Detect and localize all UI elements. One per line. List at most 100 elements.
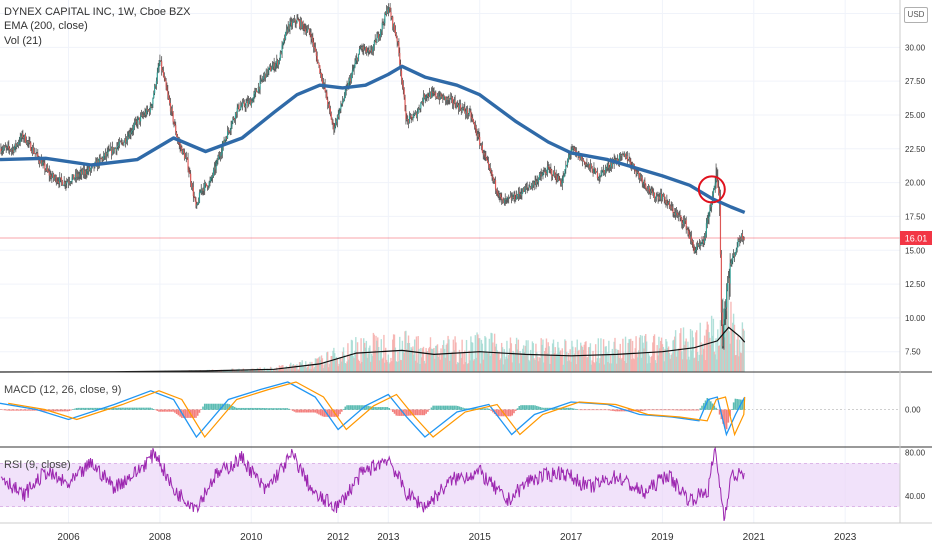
price-candle (559, 180, 561, 181)
macd-histogram-bar (458, 406, 461, 410)
price-candle (67, 181, 70, 183)
volume-bar (399, 359, 402, 372)
macd-histogram-bar (483, 408, 485, 410)
price-candle (283, 39, 285, 43)
volume-bar (735, 354, 737, 372)
volume-bar (677, 348, 679, 372)
macd-histogram-bar (351, 405, 354, 410)
price-candle (484, 152, 486, 157)
volume-bar (733, 324, 736, 372)
price-candle (549, 168, 551, 170)
macd-histogram-bar (495, 409, 498, 416)
macd-histogram-bar (254, 407, 257, 410)
volume-bar (704, 360, 707, 372)
volume-bar (434, 358, 436, 372)
volume-bar (478, 338, 481, 372)
price-candle (621, 154, 623, 157)
volume-ma-line (0, 326, 746, 373)
volume-bar (376, 340, 378, 372)
price-candle (669, 205, 671, 210)
price-candle (519, 194, 521, 195)
price-candle (487, 161, 490, 165)
macd-legend[interactable]: MACD (12, 26, close, 9) (4, 384, 122, 396)
macd-histogram-bar (655, 409, 658, 411)
volume-bar (602, 339, 605, 372)
volume-bar (248, 370, 251, 372)
macd-histogram-bar (15, 409, 18, 411)
rsi-legend[interactable]: RSI (9, close) (4, 459, 71, 471)
price-candle (517, 191, 519, 197)
macd-histogram-bar (124, 407, 127, 410)
price-candle (597, 177, 599, 179)
macd-histogram-bar (486, 408, 489, 410)
price-candle (230, 126, 232, 130)
macd-histogram-bar (66, 409, 69, 412)
price-candle (472, 117, 474, 121)
price-candle (125, 140, 128, 143)
volume-bar (325, 363, 327, 372)
volume-bar (557, 341, 559, 372)
macd-histogram-bar (400, 409, 403, 416)
volume-bar (599, 358, 601, 372)
price-candle (385, 13, 387, 15)
volume-bar (408, 342, 411, 372)
price-candle (216, 159, 218, 164)
volume-bar (647, 353, 650, 372)
macd-histogram-bar (637, 409, 640, 412)
volume-bar (365, 340, 368, 372)
price-candle (507, 197, 509, 199)
price-candle (87, 170, 89, 172)
volume-bar (674, 330, 677, 372)
price-candle (161, 61, 163, 71)
price-candle (599, 176, 601, 177)
macd-histogram-bar (302, 409, 304, 413)
price-candle (387, 8, 389, 13)
time-axis[interactable]: 2006 2008 2010 2012 2013 2015 2017 2019 2021 2023 (57, 532, 856, 543)
volume-bar (583, 344, 585, 372)
macd-histogram-bar (96, 407, 99, 410)
price-candle (51, 176, 53, 179)
volume-bar (620, 359, 622, 372)
volume-bar (381, 359, 383, 372)
volume-bar (390, 357, 392, 372)
volume-bar (528, 359, 530, 372)
macd-histogram-bar (7, 409, 9, 411)
macd-histogram-bar (288, 408, 290, 410)
volume-legend[interactable]: Vol (21) (4, 35, 42, 47)
price-candle (30, 142, 32, 151)
price-candle (372, 45, 375, 51)
macd-histogram-bar (291, 409, 294, 411)
price-candle (436, 96, 438, 98)
macd-histogram-bar (530, 405, 533, 410)
price-candle (642, 182, 644, 184)
volume-bar (535, 343, 537, 372)
price-candle (381, 22, 383, 30)
price-candle (617, 158, 619, 162)
volume-bar (548, 346, 550, 372)
price-candle (591, 167, 593, 173)
currency-badge[interactable]: USD (904, 7, 928, 23)
price-candle (81, 171, 83, 175)
volume-bar (237, 369, 239, 372)
ema-legend[interactable]: EMA (200, close) (4, 20, 88, 32)
macd-histogram-bar (504, 409, 507, 417)
volume-bar (479, 363, 482, 372)
macd-histogram-bar (242, 407, 245, 410)
price-axis[interactable]: 32.5030.0027.5025.0022.5020.0017.5015.00… (905, 10, 926, 501)
volume-bar (686, 359, 688, 372)
price-candle (129, 132, 131, 135)
volume-bar (531, 341, 534, 372)
time-tick-label: 2015 (469, 532, 492, 543)
volume-bar (402, 350, 404, 372)
volume-bar (309, 361, 311, 372)
symbol-title[interactable]: DYNEX CAPITAL INC, 1W, Cboe BZX (4, 6, 191, 18)
price-candle (407, 118, 409, 120)
price-tick-label: 30.00 (905, 43, 926, 52)
volume-bar (549, 363, 551, 372)
macd-histogram-bar (167, 409, 169, 412)
price-candle (207, 186, 209, 188)
volume-bar (588, 346, 591, 372)
price-candle (383, 23, 385, 24)
price-candle (545, 173, 548, 174)
